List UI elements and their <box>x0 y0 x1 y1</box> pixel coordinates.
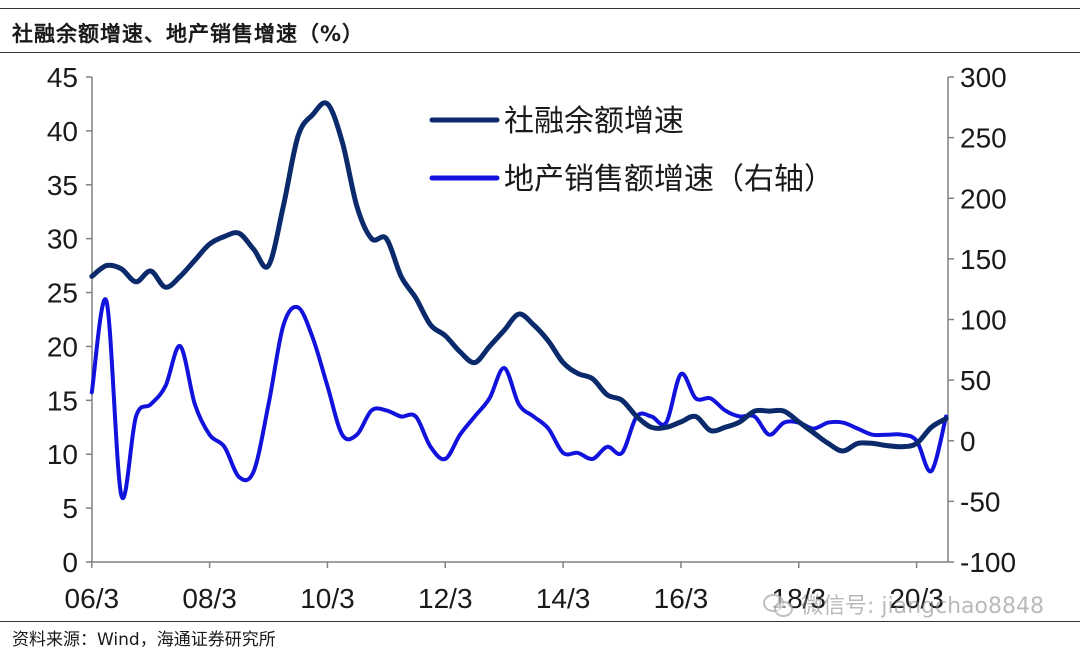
x-tick-label: 14/3 <box>536 583 591 614</box>
right-tick-label: 250 <box>960 123 1007 154</box>
x-tick-label: 12/3 <box>418 583 473 614</box>
wechat-icon <box>763 592 793 617</box>
x-tick-label: 16/3 <box>654 583 709 614</box>
right-tick-label: 200 <box>960 183 1007 214</box>
left-tick-label: 5 <box>62 493 78 524</box>
line-chart: 0 5 10 15 20 25 30 35 40 45 -100 -50 0 50 100 150 200 250… <box>47 62 1016 614</box>
top-rule <box>0 8 1080 9</box>
x-tick-label: 20/3 <box>889 583 944 614</box>
title-underline <box>0 52 1080 53</box>
x-tick-label: 06/3 <box>65 583 120 614</box>
left-tick-label: 25 <box>47 278 78 309</box>
right-tick-label: 300 <box>960 62 1007 93</box>
source-note: 资料来源：Wind，海通证券研究所 <box>12 630 276 650</box>
left-tick-label: 15 <box>47 385 78 416</box>
left-tick-label: 30 <box>47 224 78 255</box>
left-tick-label: 0 <box>62 547 78 578</box>
left-tick-label: 20 <box>47 331 78 362</box>
series-line-2 <box>89 297 948 501</box>
left-tick-label: 45 <box>47 62 78 93</box>
series-line-1 <box>89 100 949 454</box>
x-tick-label: 10/3 <box>300 583 355 614</box>
left-tick-label: 35 <box>47 170 78 201</box>
legend-label-2: 地产销售额增速（右轴） <box>504 162 834 197</box>
left-tick-label: 40 <box>47 116 78 147</box>
left-tick-label: 10 <box>47 439 78 470</box>
right-tick-label: 150 <box>960 244 1007 275</box>
x-tick-label: 08/3 <box>182 583 237 614</box>
right-tick-label: 100 <box>960 305 1007 336</box>
chart-title: 社融余额增速、地产销售增速（%） <box>12 22 365 46</box>
right-tick-label: 50 <box>960 365 991 396</box>
legend-label-1: 社融余额增速 <box>504 104 684 139</box>
right-tick-label: -50 <box>960 486 1000 517</box>
wechat-watermark: 微信号: jiangchao8848 <box>763 588 1044 620</box>
right-tick-label: 0 <box>960 426 976 457</box>
bottom-rule <box>0 621 1080 622</box>
watermark-text: 微信号: jiangchao8848 <box>801 594 1044 619</box>
right-tick-label: -100 <box>960 547 1016 578</box>
